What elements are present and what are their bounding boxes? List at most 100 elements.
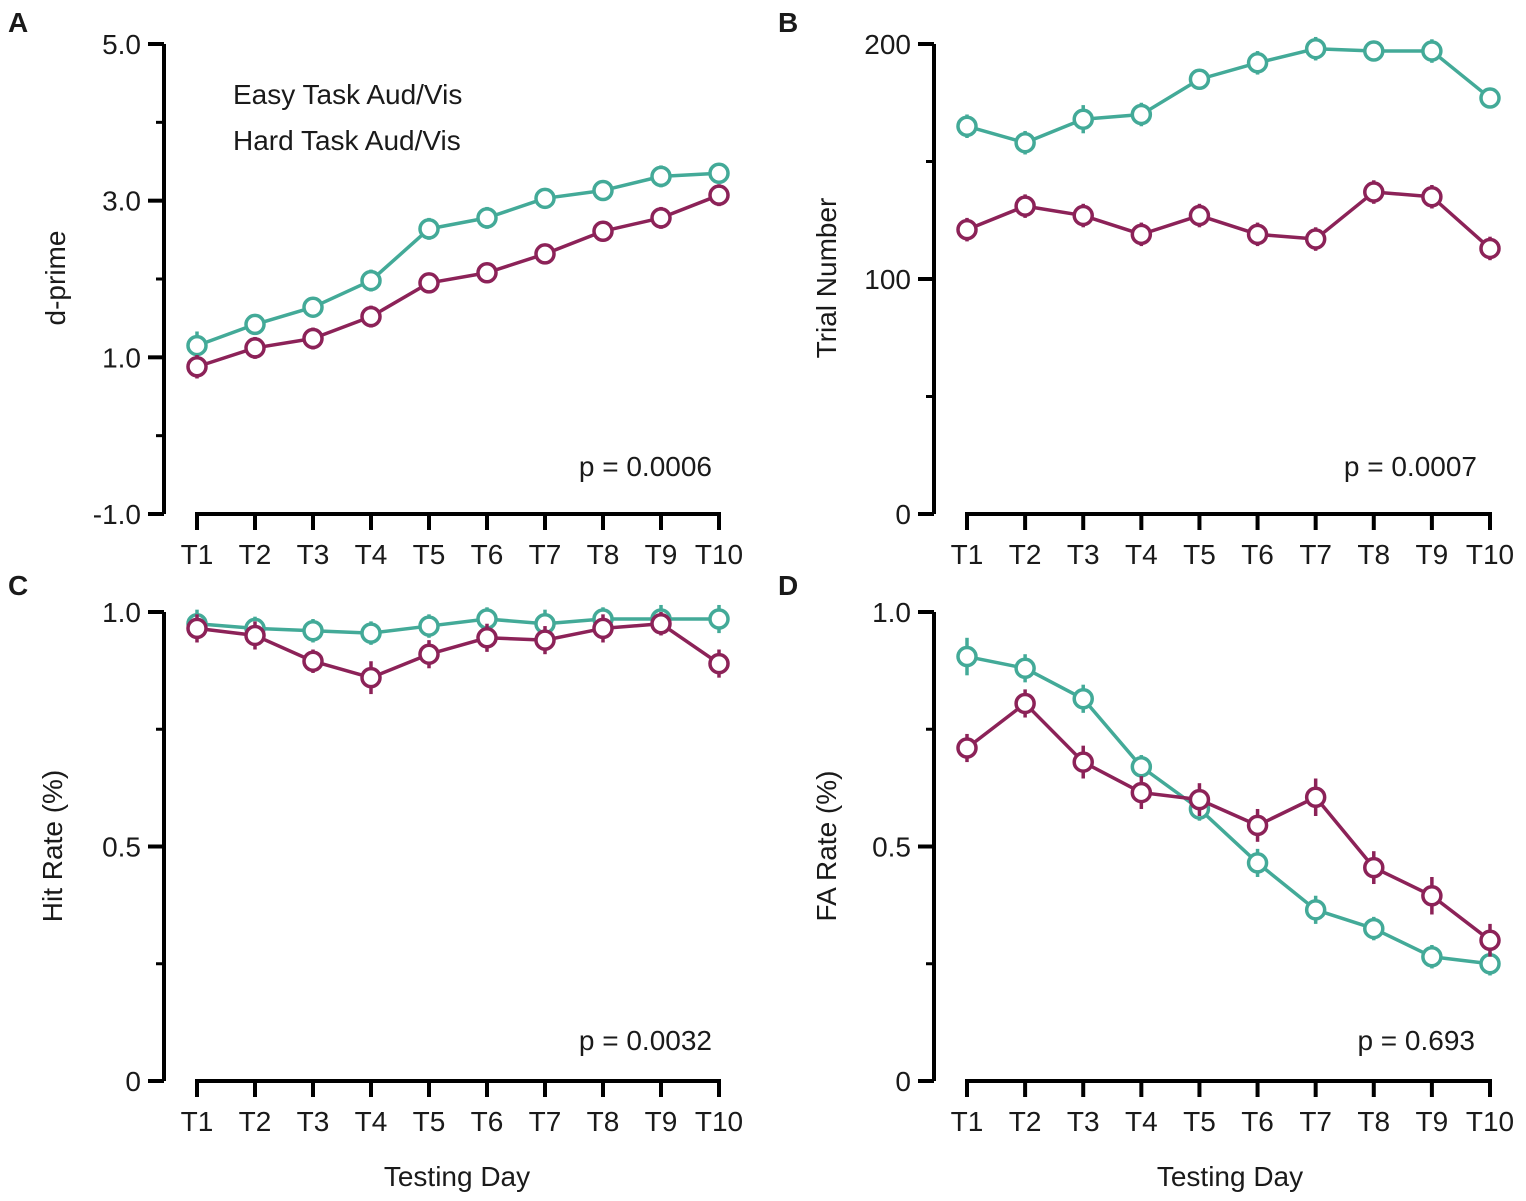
panel-c-p-value: p = 0.0032 (579, 1025, 712, 1056)
x-tick-label: T3 (1067, 1106, 1100, 1137)
series-line-hard (196, 621, 720, 680)
data-point (1479, 237, 1501, 260)
data-point (360, 305, 382, 328)
x-tick-label: T6 (471, 1106, 504, 1137)
data-point (1014, 131, 1036, 154)
data-point (1421, 186, 1443, 208)
x-tick-label: T8 (587, 539, 620, 570)
legend-easy-label: Easy Task Aud/Vis (233, 79, 462, 110)
x-tick-label: T5 (413, 1106, 446, 1137)
panel-b-letter: B (778, 7, 798, 38)
x-tick-label: T5 (413, 539, 446, 570)
data-point (592, 179, 614, 202)
data-point (1479, 929, 1501, 952)
y-tick-label: 5.0 (102, 29, 141, 60)
data-point (1304, 228, 1327, 250)
data-point (1130, 756, 1153, 778)
panel-d-x-axis-label: Testing Day (1157, 1161, 1303, 1192)
series-line-easy (966, 46, 1492, 145)
series-line-hard (966, 190, 1492, 250)
x-tick-label: T2 (239, 539, 272, 570)
x-tick-label: T6 (471, 539, 504, 570)
data-point (1188, 788, 1211, 811)
panel-c-letter: C (8, 570, 28, 601)
panel-c-y-axis-label: Hit Rate (%) (37, 770, 68, 922)
series-easy (956, 36, 1501, 155)
panel-d-plot: 0 0.5 1.0 T1 T2 T3 T4 T5 T6 T7 T8 T9 T10 (872, 597, 1514, 1137)
data-point (1363, 856, 1385, 879)
data-point (650, 165, 672, 188)
x-tick-label: T9 (645, 539, 678, 570)
data-point (1479, 87, 1501, 109)
y-tick-label: -1.0 (93, 499, 141, 530)
x-tick-label: T3 (297, 1106, 330, 1137)
panel-d-y-axis-label: FA Rate (%) (811, 771, 842, 922)
y-tick-label: 0 (895, 1066, 911, 1097)
y-tick-label: 3.0 (102, 186, 141, 217)
data-point (534, 243, 556, 265)
x-tick-label: T8 (1357, 1106, 1390, 1137)
data-point (1014, 657, 1036, 680)
panel-a-letter: A (8, 7, 28, 38)
data-point (1072, 204, 1094, 227)
y-tick-label: 1.0 (102, 597, 141, 628)
data-point (360, 269, 382, 292)
data-point (1072, 751, 1094, 773)
data-point (956, 737, 978, 759)
panel-c-plot: 0 0.5 1.0 T1 T2 T3 T4 T5 T6 T7 T8 T9 T10 (102, 597, 743, 1137)
data-point (1246, 852, 1269, 874)
x-tick-label: T2 (239, 1106, 272, 1137)
x-tick-label: T9 (645, 1106, 678, 1137)
panel-b-plot: 0 100 200 T1 T2 T3 T4 T5 T6 T7 T8 T9 T10 (864, 29, 1514, 570)
series-easy (956, 637, 1501, 976)
x-tick-label: T3 (1067, 539, 1100, 570)
data-point (1014, 195, 1036, 217)
data-point (650, 612, 672, 635)
x-tick-label: T5 (1183, 1106, 1216, 1137)
series-hard (186, 184, 730, 379)
data-point (244, 337, 266, 359)
data-point (1188, 68, 1211, 90)
data-point (476, 261, 498, 284)
data-point (1421, 884, 1443, 907)
x-tick-label: T8 (1357, 539, 1390, 570)
x-tick-label: T3 (297, 539, 330, 570)
x-tick-label: T10 (1466, 1106, 1514, 1137)
x-tick-label: T10 (1466, 539, 1514, 570)
panel-a-plot: -1.0 1.0 3.0 5.0 T1 T2 T3 T4 T5 T6 T7 T8 T9 T10 (93, 29, 743, 570)
data-point (1188, 204, 1211, 227)
data-point (302, 296, 324, 318)
panel-c: C 0 0.5 1.0 T1 T2 T3 T4 T5 T6 T7 T8 T9 T10 Hit Rate … (8, 570, 743, 1192)
series-line-hard (965, 701, 1492, 942)
data-point (418, 615, 440, 637)
data-point (418, 643, 440, 665)
data-point (708, 652, 730, 675)
data-point (1246, 814, 1269, 837)
panel-b: B 0 100 200 T1 T2 T3 T4 T5 T6 T7 T8 T9 T10 Trial Num… (778, 7, 1514, 570)
data-point (476, 207, 498, 229)
data-point (1130, 223, 1153, 246)
panel-a-p-value: p = 0.0006 (579, 451, 712, 482)
series-hard (186, 612, 730, 695)
data-point (186, 617, 208, 640)
x-tick-label: T4 (355, 1106, 388, 1137)
data-point (1072, 688, 1094, 710)
x-tick-label: T4 (355, 539, 388, 570)
y-tick-label: 0 (895, 499, 911, 530)
series-easy (186, 162, 730, 360)
data-point (360, 666, 382, 689)
x-tick-label: T9 (1416, 1106, 1449, 1137)
data-point (302, 327, 324, 350)
y-tick-label: 0.5 (102, 832, 141, 863)
data-point (1363, 917, 1385, 940)
panel-a-y-axis-label: d-prime (40, 231, 71, 326)
panel-a: A -1.0 1.0 3.0 5.0 T1 T2 T3 T4 T5 T6 T7 T8 T9 T10 d-p… (8, 7, 743, 570)
panel-d-letter: D (778, 570, 798, 601)
panel-d: D 0 0.5 1.0 T1 T2 T3 T4 T5 T6 T7 T8 T9 T10 FA Rate (… (778, 570, 1514, 1192)
x-tick-label: T4 (1125, 539, 1158, 570)
data-point (534, 629, 556, 651)
data-point (1072, 108, 1094, 130)
series-hard (956, 689, 1501, 957)
panel-c-x-axis-label: Testing Day (384, 1161, 530, 1192)
